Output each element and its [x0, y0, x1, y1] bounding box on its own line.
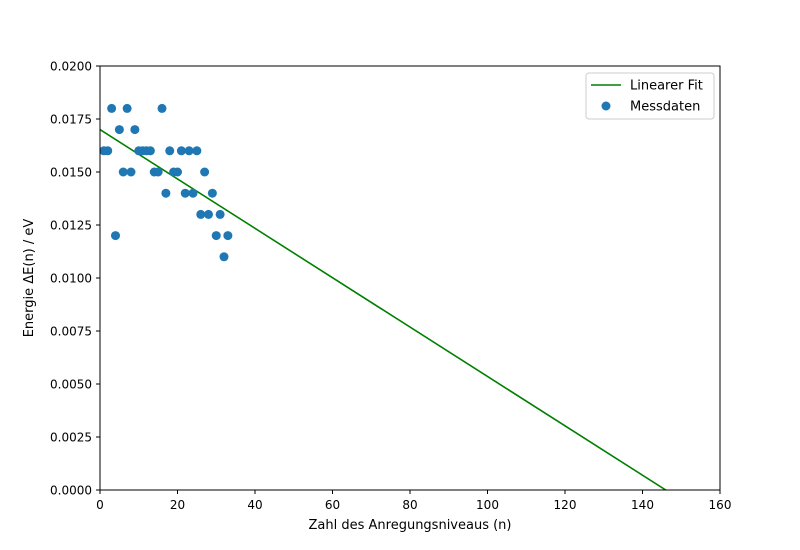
data-point — [223, 231, 233, 241]
legend-label-data: Messdaten — [630, 100, 700, 115]
y-tick-label: 0.0175 — [50, 113, 92, 127]
data-point — [200, 167, 210, 177]
data-point — [184, 146, 194, 156]
data-point — [192, 146, 202, 156]
data-point — [157, 103, 167, 113]
y-axis-label: Energie ΔE(n) / eV — [22, 219, 37, 338]
x-axis-ticks: 0 20 40 60 80 100 120 140 160 — [96, 490, 731, 512]
x-tick-label: 40 — [247, 498, 262, 512]
data-point — [107, 103, 117, 113]
x-tick-label: 80 — [402, 498, 417, 512]
legend: Linearer Fit Messdaten — [585, 72, 715, 120]
y-tick-label: 0.0025 — [50, 431, 92, 445]
data-point — [122, 103, 132, 113]
x-tick-label: 100 — [476, 498, 499, 512]
x-tick-label: 140 — [631, 498, 654, 512]
y-tick-label: 0.0050 — [50, 378, 92, 392]
data-point — [103, 146, 113, 156]
data-point — [211, 231, 221, 241]
x-tick-label: 160 — [709, 498, 732, 512]
data-point — [126, 167, 136, 177]
data-point — [196, 209, 206, 219]
data-point — [204, 209, 213, 219]
y-axis-ticks: 0.0000 0.0025 0.0050 0.0075 0.0100 0.0125 0.01… — [50, 60, 100, 498]
data-point — [145, 146, 155, 156]
series-layer — [99, 103, 667, 490]
x-tick-label: 60 — [325, 498, 340, 512]
legend-marker-swatch — [601, 101, 611, 111]
data-point — [161, 188, 171, 198]
data-point — [130, 125, 140, 135]
y-tick-label: 0.0125 — [50, 219, 92, 233]
data-point — [173, 167, 182, 177]
y-tick-label: 0.0100 — [50, 272, 92, 286]
y-tick-label: 0.0075 — [50, 325, 92, 339]
y-tick-label: 0.0200 — [50, 60, 92, 74]
plot-area — [99, 103, 667, 490]
data-point — [165, 146, 175, 156]
data-point — [114, 125, 124, 135]
y-tick-label: 0.0000 — [50, 484, 92, 498]
data-point — [153, 167, 163, 177]
x-axis-label: Zahl des Anregungsniveaus (n) — [309, 518, 512, 533]
x-tick-label: 0 — [96, 498, 104, 512]
data-point — [215, 209, 225, 219]
legend-label-fit: Linearer Fit — [630, 79, 703, 94]
data-point — [111, 231, 120, 241]
x-tick-label: 20 — [170, 498, 185, 512]
data-point — [188, 188, 198, 198]
data-point — [180, 188, 190, 198]
y-tick-label: 0.0150 — [50, 166, 92, 180]
data-point — [219, 252, 229, 262]
x-tick-label: 120 — [554, 498, 577, 512]
data-point — [207, 188, 217, 198]
data-point — [176, 146, 186, 156]
data-point — [118, 167, 128, 177]
